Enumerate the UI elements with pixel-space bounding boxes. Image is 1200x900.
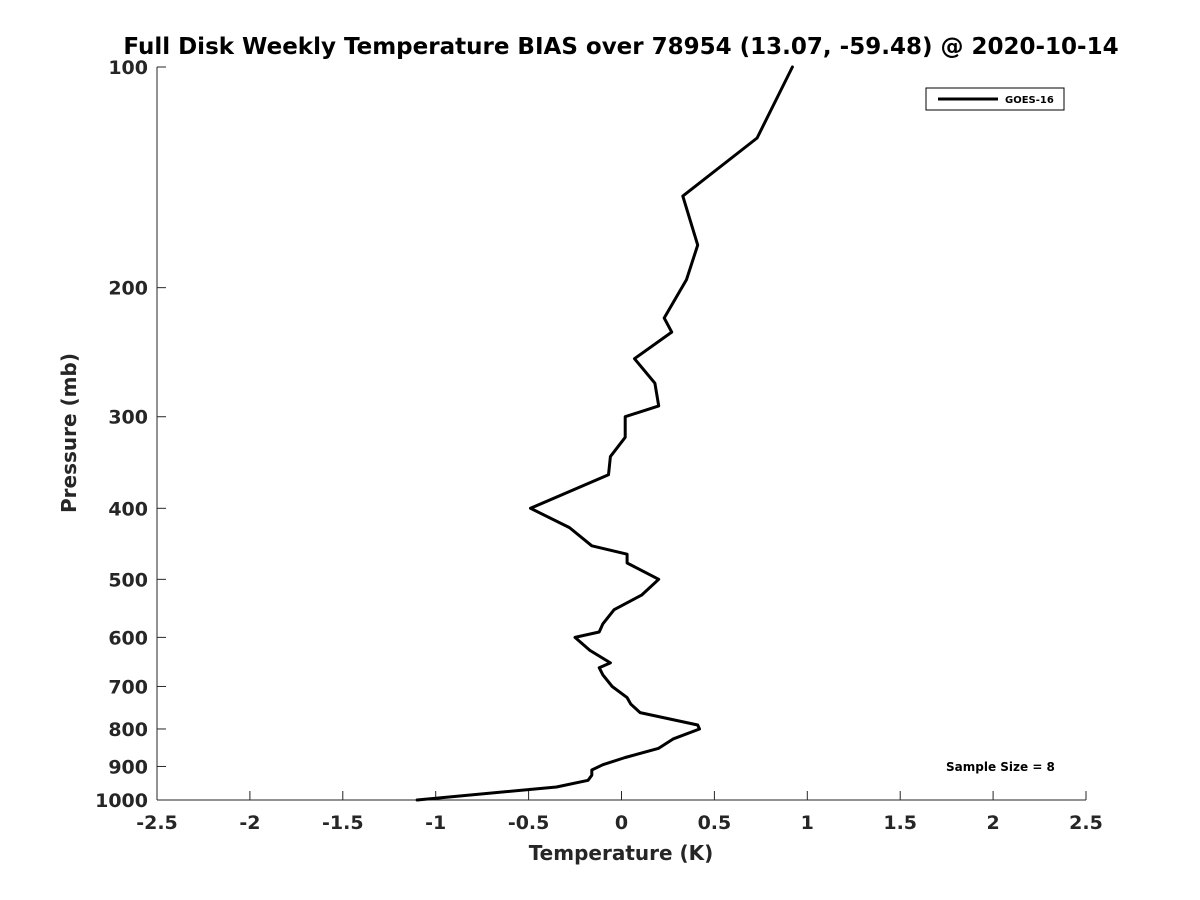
y-tick-label: 500 bbox=[108, 569, 148, 591]
y-tick-label: 600 bbox=[108, 627, 148, 649]
x-tick-label: -1.5 bbox=[322, 812, 364, 834]
legend-label-goes-16: GOES-16 bbox=[1005, 95, 1054, 106]
x-tick-label: 2 bbox=[986, 812, 999, 834]
x-tick-label: 1.5 bbox=[883, 812, 917, 834]
y-tick-label: 200 bbox=[108, 278, 148, 300]
x-axis-label: Temperature (K) bbox=[529, 841, 714, 865]
x-axis-ticks: -2.5 -2 -1.5 -1 -0.5 0 0.5 1 1.5 2 2.5 bbox=[136, 791, 1103, 834]
chart-title: Full Disk Weekly Temperature BIAS over 7… bbox=[123, 34, 1118, 60]
y-tick-label: 700 bbox=[108, 676, 148, 698]
x-tick-label: -0.5 bbox=[508, 812, 550, 834]
series-line-goes-16 bbox=[415, 65, 794, 802]
y-axis-ticks: 100 200 300 400 500 600 700 800 900 1000 bbox=[95, 57, 166, 812]
x-tick-label: 0 bbox=[615, 812, 628, 834]
y-tick-label: 800 bbox=[108, 719, 148, 741]
y-tick-label: 1000 bbox=[95, 790, 148, 812]
plot-area bbox=[157, 67, 1086, 800]
x-tick-label: -2 bbox=[239, 812, 260, 834]
x-tick-label: 0.5 bbox=[698, 812, 732, 834]
y-tick-label: 300 bbox=[108, 407, 148, 429]
y-tick-label: 400 bbox=[108, 498, 148, 520]
y-axis-label: Pressure (mb) bbox=[57, 353, 81, 513]
x-tick-label: 1 bbox=[801, 812, 814, 834]
y-tick-label: 900 bbox=[108, 756, 148, 778]
legend: GOES-16 bbox=[925, 87, 1065, 111]
x-tick-label: -1 bbox=[425, 812, 446, 834]
x-tick-label: 2.5 bbox=[1069, 812, 1103, 834]
x-tick-label: -2.5 bbox=[136, 812, 178, 834]
y-tick-label: 100 bbox=[108, 57, 148, 79]
sample-size-annotation: Sample Size = 8 bbox=[946, 760, 1055, 774]
